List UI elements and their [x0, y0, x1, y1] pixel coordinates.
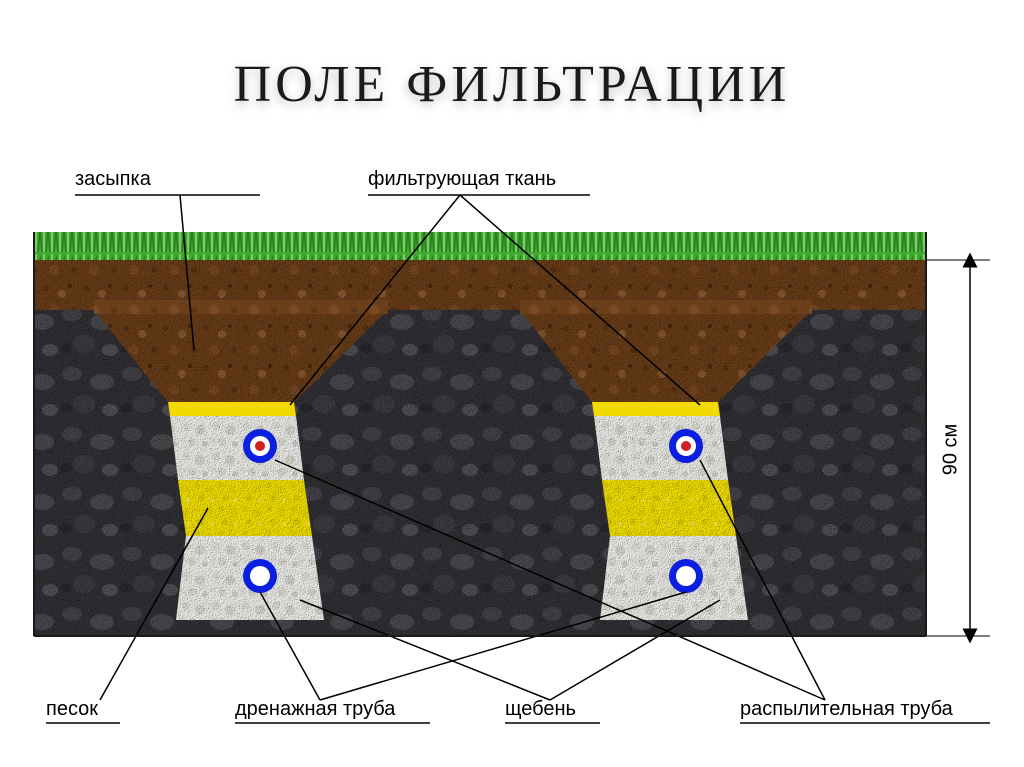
label-filter-fabric: фильтрующая ткань: [368, 168, 556, 191]
cross-section-diagram: [0, 0, 1024, 767]
grass-layer: [34, 232, 926, 260]
label-backfill: засыпка: [75, 168, 151, 191]
spray-pipe-2: [669, 429, 703, 463]
label-spray-pipe: распылительная труба: [740, 698, 953, 721]
label-gravel: щебень: [505, 698, 576, 721]
label-sand: песок: [46, 698, 98, 721]
dimension-value: 90 см: [939, 424, 962, 476]
label-drain-pipe: дренажная труба: [235, 698, 395, 721]
drain-pipe-1: [243, 559, 277, 593]
drain-pipe-2: [669, 559, 703, 593]
spray-pipe-1: [243, 429, 277, 463]
